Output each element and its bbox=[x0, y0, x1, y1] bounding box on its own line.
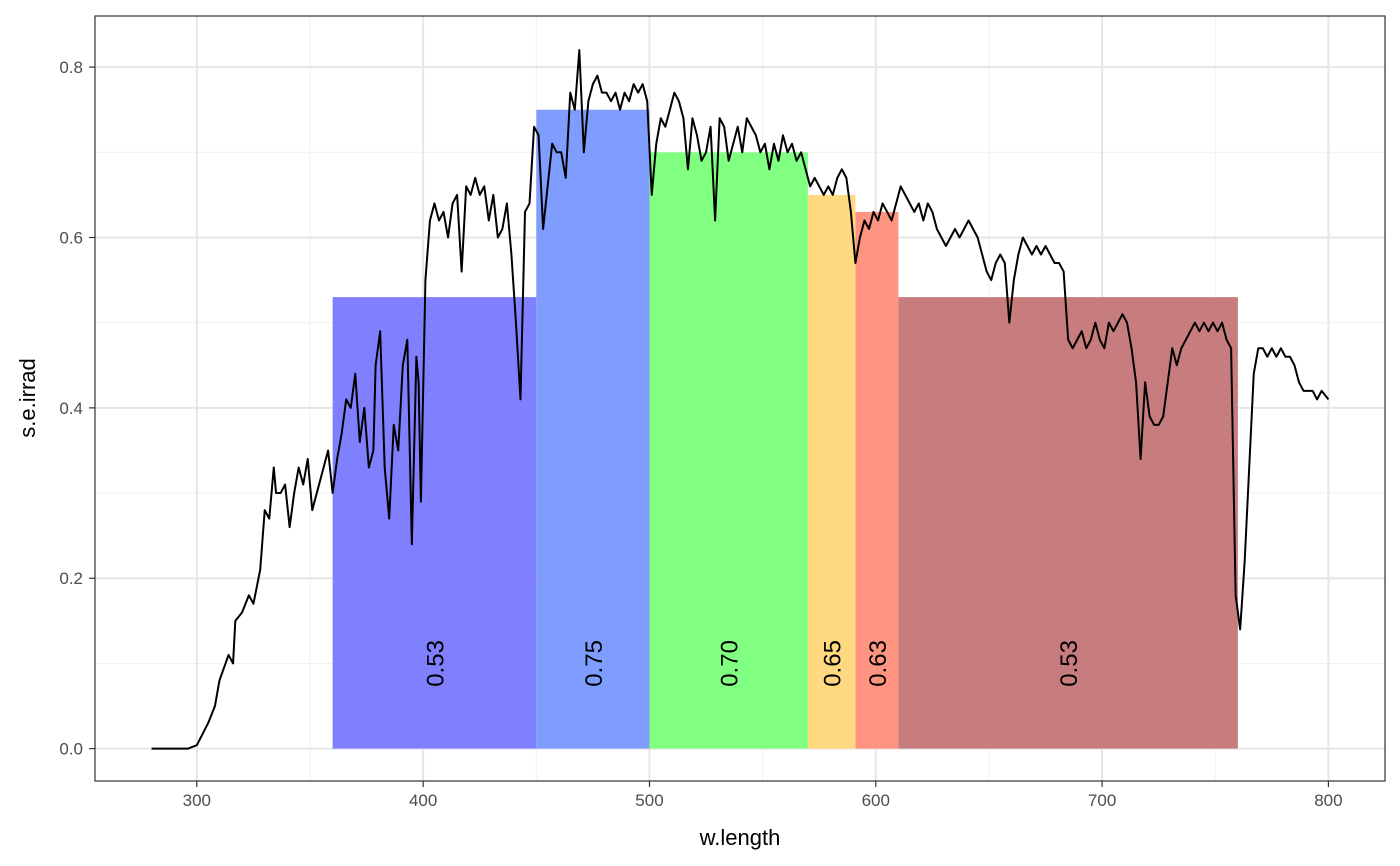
band-label-2: 0.70 bbox=[717, 640, 744, 687]
x-tick-label: 400 bbox=[409, 791, 437, 810]
band-bar-1 bbox=[536, 109, 650, 749]
band-label-3: 0.65 bbox=[820, 640, 847, 687]
band-bar-5 bbox=[898, 297, 1238, 749]
y-tick-label: 0.8 bbox=[59, 58, 83, 77]
band-label-1: 0.75 bbox=[581, 640, 608, 687]
wavelength-bands bbox=[332, 109, 1238, 749]
band-value-labels: 0.53 0.75 0.70 0.65 0.63 0.53 bbox=[422, 640, 1083, 687]
y-tick-label: 0.2 bbox=[59, 569, 83, 588]
x-tick-label: 700 bbox=[1088, 791, 1116, 810]
x-axis-title: w.length bbox=[699, 825, 781, 850]
x-tick-label: 800 bbox=[1314, 791, 1342, 810]
band-label-4: 0.63 bbox=[865, 640, 892, 687]
band-label-0: 0.53 bbox=[422, 640, 449, 687]
irradiance-series bbox=[151, 49, 1330, 750]
band-label-5: 0.53 bbox=[1056, 640, 1083, 687]
band-bar-2 bbox=[649, 152, 808, 749]
band-bar-0 bbox=[332, 297, 537, 749]
y-axis: 0.0 0.2 0.4 0.6 0.8 bbox=[59, 58, 95, 759]
band-bar-4 bbox=[855, 211, 899, 749]
x-tick-label: 500 bbox=[635, 791, 663, 810]
series-line-0 bbox=[151, 49, 1330, 750]
plot-panel-border bbox=[94, 15, 1386, 782]
x-tick-label: 600 bbox=[862, 791, 890, 810]
y-tick-label: 0.6 bbox=[59, 228, 83, 247]
y-tick-label: 0.4 bbox=[59, 399, 83, 418]
y-tick-label: 0.0 bbox=[59, 740, 83, 759]
y-axis-title: s.e.irrad bbox=[15, 358, 40, 437]
band-bar-3 bbox=[807, 194, 856, 749]
x-tick-label: 300 bbox=[183, 791, 211, 810]
x-axis: 300 400 500 600 700 800 bbox=[183, 781, 1343, 810]
